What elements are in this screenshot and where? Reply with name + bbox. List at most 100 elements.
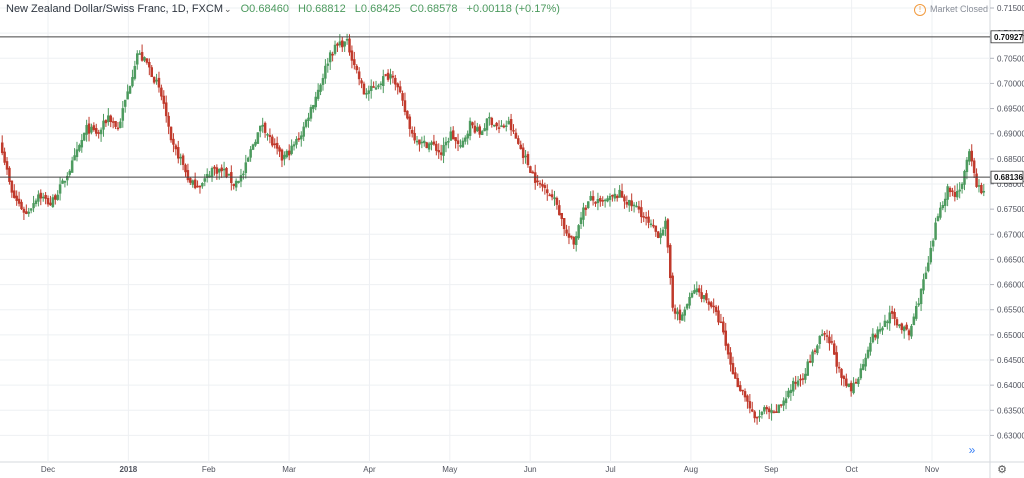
candle-body[interactable] <box>382 76 385 87</box>
candle-body[interactable] <box>181 155 185 165</box>
candle-body[interactable] <box>893 312 896 319</box>
candle-body[interactable] <box>312 105 315 110</box>
candle-body[interactable] <box>403 100 407 112</box>
candle-body[interactable] <box>654 225 658 232</box>
candle-body[interactable] <box>266 134 269 136</box>
candle-body[interactable] <box>0 142 4 154</box>
candle-body[interactable] <box>439 152 443 155</box>
candle-body[interactable] <box>649 223 653 226</box>
candle-body[interactable] <box>15 195 18 201</box>
candle-body[interactable] <box>394 77 397 85</box>
candle-body[interactable] <box>275 142 279 149</box>
candle-body[interactable] <box>902 326 906 332</box>
candle-body[interactable] <box>415 140 419 143</box>
candle-body[interactable] <box>283 154 286 160</box>
candle-body[interactable] <box>420 141 424 144</box>
candle-body[interactable] <box>3 151 6 163</box>
candle-body[interactable] <box>763 407 766 412</box>
candle-body[interactable] <box>816 345 819 354</box>
candle-body[interactable] <box>449 131 453 141</box>
candle-body[interactable] <box>357 71 361 80</box>
candle-body[interactable] <box>895 319 899 326</box>
candle-body[interactable] <box>90 126 93 133</box>
candle-body[interactable] <box>570 235 573 238</box>
candle-body[interactable] <box>468 120 472 136</box>
candle-body[interactable] <box>828 336 831 344</box>
candle-body[interactable] <box>538 182 542 185</box>
candle-body[interactable] <box>589 195 592 201</box>
candle-body[interactable] <box>553 197 556 200</box>
candle-body[interactable] <box>835 352 838 367</box>
candle-body[interactable] <box>196 185 199 188</box>
candle-body[interactable] <box>669 244 672 279</box>
candle-body[interactable] <box>203 178 207 182</box>
candle-body[interactable] <box>398 86 402 93</box>
candle-body[interactable] <box>789 389 793 394</box>
candle-body[interactable] <box>259 125 262 132</box>
candle-body[interactable] <box>51 197 55 207</box>
candle-body[interactable] <box>280 149 284 161</box>
candle-body[interactable] <box>748 401 752 409</box>
candle-body[interactable] <box>128 86 132 94</box>
candle-body[interactable] <box>169 126 173 141</box>
candle-body[interactable] <box>948 187 952 193</box>
candle-body[interactable] <box>823 333 826 335</box>
candle-body[interactable] <box>517 138 520 144</box>
candle-body[interactable] <box>975 173 978 187</box>
candle-body[interactable] <box>442 145 445 156</box>
candle-body[interactable] <box>410 129 414 134</box>
candle-body[interactable] <box>509 119 513 131</box>
candle-body[interactable] <box>726 344 730 355</box>
candle-body[interactable] <box>177 147 180 159</box>
candle-body[interactable] <box>779 404 783 406</box>
candle-body[interactable] <box>365 93 368 95</box>
candle-body[interactable] <box>406 110 409 119</box>
candle-body[interactable] <box>396 83 399 88</box>
candle-body[interactable] <box>119 121 122 128</box>
candle-body[interactable] <box>471 122 474 126</box>
candle-body[interactable] <box>719 321 723 324</box>
candle-body[interactable] <box>717 310 720 323</box>
candle-body[interactable] <box>743 391 747 398</box>
candle-body[interactable] <box>316 89 320 99</box>
candle-body[interactable] <box>801 378 805 380</box>
candle-body[interactable] <box>95 128 98 134</box>
candle-body[interactable] <box>461 140 465 148</box>
candle-body[interactable] <box>714 306 718 312</box>
candle-body[interactable] <box>136 53 139 65</box>
candle-body[interactable] <box>878 329 882 332</box>
candle-body[interactable] <box>830 341 834 343</box>
candle-body[interactable] <box>546 189 549 194</box>
candle-body[interactable] <box>876 329 879 339</box>
candle-body[interactable] <box>977 185 981 187</box>
candle-body[interactable] <box>302 126 305 137</box>
candle-body[interactable] <box>505 125 508 127</box>
candle-body[interactable] <box>447 141 450 143</box>
candle-body[interactable] <box>681 314 684 321</box>
candle-body[interactable] <box>813 350 817 352</box>
candle-body[interactable] <box>608 196 612 200</box>
candle-body[interactable] <box>693 290 696 294</box>
candle-body[interactable] <box>787 390 790 398</box>
candle-body[interactable] <box>278 147 281 152</box>
candle-body[interactable] <box>473 125 477 133</box>
candle-body[interactable] <box>41 196 45 199</box>
candle-body[interactable] <box>251 144 255 150</box>
candle-body[interactable] <box>111 121 115 123</box>
candle-body[interactable] <box>360 80 363 84</box>
candle-body[interactable] <box>343 41 346 47</box>
candle-body[interactable] <box>647 216 650 223</box>
candle-body[interactable] <box>722 321 725 333</box>
candle-body[interactable] <box>152 76 156 83</box>
candle-body[interactable] <box>613 193 617 199</box>
candle-body[interactable] <box>189 178 192 183</box>
candle-body[interactable] <box>126 91 129 100</box>
candle-body[interactable] <box>386 72 390 80</box>
candle-body[interactable] <box>729 352 732 365</box>
candle-body[interactable] <box>514 132 518 139</box>
candle-body[interactable] <box>78 145 81 151</box>
candle-body[interactable] <box>644 217 648 219</box>
candle-body[interactable] <box>328 52 332 63</box>
candle-body[interactable] <box>550 194 554 198</box>
candle-body[interactable] <box>164 102 168 117</box>
